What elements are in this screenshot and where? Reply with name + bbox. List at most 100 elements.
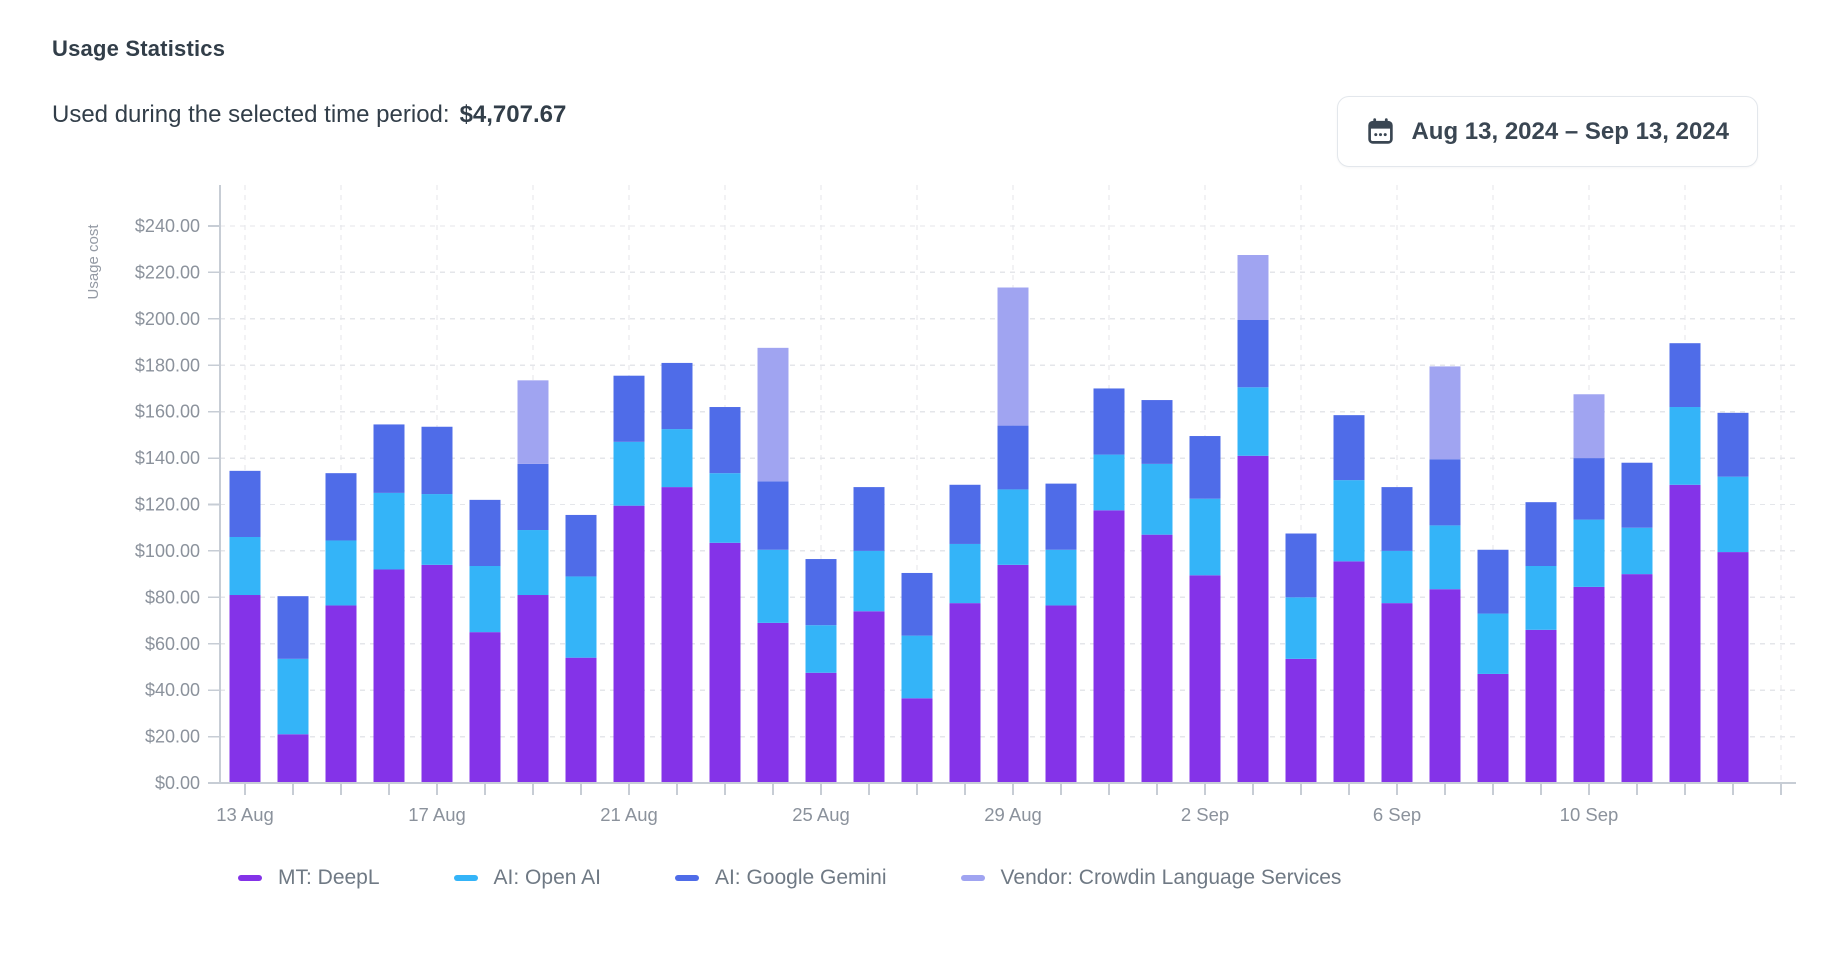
bar-segment[interactable]: 9 Sep — MT: DeepL: $66.00 (1525, 629, 1557, 783)
bar-segment[interactable]: 7 Sep — MT: DeepL: $83.50 (1429, 589, 1461, 783)
bar-segment[interactable]: 31 Aug — AI: Open AI: $24.00 (1093, 454, 1125, 511)
bar-segment[interactable]: 23 Aug — MT: DeepL: $103.50 (709, 542, 741, 783)
bar-segment[interactable]: 5 Sep — AI: Open AI: $35.00 (1333, 480, 1365, 562)
bar-segment[interactable]: 17 Aug — AI: Google Gemini: $29.00 (421, 426, 453, 495)
bar-segment[interactable]: 10 Sep — AI: Open AI: $29.00 (1573, 519, 1605, 587)
bar-segment[interactable]: 17 Aug — AI: Open AI: $30.50 (421, 494, 453, 565)
bar-segment[interactable]: 13 Aug — AI: Google Gemini: $28.50 (229, 470, 261, 537)
bar-segment[interactable]: 21 Aug — AI: Open AI: $27.50 (613, 441, 645, 506)
bar-segment[interactable]: 24 Aug — Vendor: Crowdin Language Servic… (757, 347, 789, 482)
bar-segment[interactable]: 19 Aug — AI: Google Gemini: $28.50 (517, 463, 549, 531)
bar-segment[interactable]: 13 Sep — AI: Open AI: $32.50 (1717, 476, 1749, 553)
bar-segment[interactable]: 30 Aug — MT: DeepL: $76.50 (1045, 605, 1077, 783)
bar-segment[interactable]: 21 Aug — MT: DeepL: $119.50 (613, 505, 645, 783)
bar-segment[interactable]: 24 Aug — AI: Open AI: $31.50 (757, 549, 789, 623)
bar-segment[interactable]: 18 Aug — AI: Google Gemini: $28.50 (469, 499, 501, 567)
bar-segment[interactable]: 29 Aug — Vendor: Crowdin Language Servic… (997, 287, 1029, 426)
bar-segment[interactable]: 27 Aug — AI: Open AI: $27.00 (901, 635, 933, 699)
bar-segment[interactable]: 11 Sep — MT: DeepL: $90.00 (1621, 574, 1653, 783)
bar-segment[interactable]: 6 Sep — AI: Open AI: $22.50 (1381, 550, 1413, 604)
bar-segment[interactable]: 20 Aug — AI: Google Gemini: $26.50 (565, 514, 597, 577)
bar-segment[interactable]: 12 Sep — MT: DeepL: $128.50 (1669, 484, 1701, 783)
bar-segment[interactable]: 6 Sep — MT: DeepL: $77.50 (1381, 603, 1413, 783)
bar-segment[interactable]: 27 Aug — MT: DeepL: $36.50 (901, 698, 933, 783)
bar-segment[interactable]: 30 Aug — AI: Open AI: $24.00 (1045, 549, 1077, 606)
bar-segment[interactable]: 9 Sep — AI: Google Gemini: $27.50 (1525, 502, 1557, 567)
bar-segment[interactable]: 4 Sep — MT: DeepL: $53.50 (1285, 658, 1317, 783)
bar-segment[interactable]: 28 Aug — AI: Google Gemini: $25.50 (949, 484, 981, 544)
bar-segment[interactable]: 23 Aug — AI: Google Gemini: $28.50 (709, 407, 741, 474)
legend-item-vendor-crowdin-language-services[interactable]: Vendor: Crowdin Language Services (960, 866, 1341, 890)
bar-segment[interactable]: 25 Aug — MT: DeepL: $47.50 (805, 672, 837, 783)
legend-item-ai-google-gemini[interactable]: AI: Google Gemini (674, 866, 887, 890)
bar-segment[interactable]: 19 Aug — AI: Open AI: $28.00 (517, 530, 549, 596)
bar-segment[interactable]: 5 Sep — MT: DeepL: $95.50 (1333, 561, 1365, 783)
bar-segment[interactable]: 23 Aug — AI: Open AI: $30.00 (709, 473, 741, 543)
legend-item-mt-deepl[interactable]: MT: DeepL (238, 866, 380, 890)
bar-segment[interactable]: 31 Aug — MT: DeepL: $117.50 (1093, 510, 1125, 783)
bar-segment[interactable]: 1 Sep — AI: Google Gemini: $27.50 (1141, 400, 1173, 464)
bar-segment[interactable]: 18 Aug — MT: DeepL: $65.00 (469, 632, 501, 783)
bar-segment[interactable]: 29 Aug — MT: DeepL: $94.00 (997, 564, 1029, 783)
bar-segment[interactable]: 3 Sep — MT: DeepL: $141.00 (1237, 455, 1269, 783)
bar-segment[interactable]: 19 Aug — MT: DeepL: $81.00 (517, 595, 549, 783)
bar-segment[interactable]: 1 Sep — MT: DeepL: $107.00 (1141, 534, 1173, 783)
bar-segment[interactable]: 3 Sep — AI: Google Gemini: $29.00 (1237, 319, 1269, 388)
bar-segment[interactable]: 15 Aug — AI: Open AI: $28.00 (325, 540, 357, 606)
bar-segment[interactable]: 20 Aug — AI: Open AI: $35.00 (565, 576, 597, 658)
bar-segment[interactable]: 30 Aug — AI: Google Gemini: $28.50 (1045, 483, 1077, 550)
bar-segment[interactable]: 8 Sep — AI: Google Gemini: $27.50 (1477, 549, 1509, 614)
bar-segment[interactable]: 24 Aug — MT: DeepL: $69.00 (757, 622, 789, 783)
bar-segment[interactable]: 24 Aug — AI: Google Gemini: $29.50 (757, 481, 789, 550)
bar-segment[interactable]: 16 Aug — AI: Google Gemini: $29.50 (373, 424, 405, 493)
bar-segment[interactable]: 31 Aug — AI: Google Gemini: $28.50 (1093, 388, 1125, 455)
bar-segment[interactable]: 22 Aug — AI: Google Gemini: $28.50 (661, 362, 693, 430)
bar-segment[interactable]: 27 Aug — AI: Google Gemini: $27.00 (901, 572, 933, 636)
bar-segment[interactable]: 13 Sep — AI: Google Gemini: $27.50 (1717, 412, 1749, 477)
bar-segment[interactable]: 26 Aug — MT: DeepL: $74.00 (853, 611, 885, 783)
bar-segment[interactable]: 12 Sep — AI: Google Gemini: $27.50 (1669, 343, 1701, 408)
bar-segment[interactable]: 22 Aug — AI: Open AI: $25.00 (661, 429, 693, 488)
bar-segment[interactable]: 15 Aug — AI: Google Gemini: $29.00 (325, 473, 357, 541)
bar-segment[interactable]: 13 Aug — MT: DeepL: $81.00 (229, 595, 261, 783)
bar-segment[interactable]: 29 Aug — AI: Google Gemini: $27.50 (997, 425, 1029, 490)
bar-segment[interactable]: 15 Aug — MT: DeepL: $76.50 (325, 605, 357, 783)
bar-segment[interactable]: 7 Sep — AI: Open AI: $27.50 (1429, 525, 1461, 590)
bar-segment[interactable]: 16 Aug — MT: DeepL: $92.00 (373, 569, 405, 783)
bar-segment[interactable]: 13 Aug — AI: Open AI: $25.00 (229, 536, 261, 596)
bar-segment[interactable]: 12 Sep — AI: Open AI: $33.50 (1669, 407, 1701, 485)
bar-segment[interactable]: 3 Sep — AI: Open AI: $29.50 (1237, 387, 1269, 456)
bar-segment[interactable]: 9 Sep — AI: Open AI: $27.50 (1525, 566, 1557, 630)
bar-segment[interactable]: 14 Aug — AI: Open AI: $32.50 (277, 658, 309, 735)
bar-segment[interactable]: 28 Aug — AI: Open AI: $25.50 (949, 543, 981, 604)
bar-segment[interactable]: 25 Aug — AI: Google Gemini: $28.50 (805, 559, 837, 626)
bar-segment[interactable]: 3 Sep — Vendor: Crowdin Language Service… (1237, 255, 1269, 320)
bar-segment[interactable]: 10 Sep — MT: DeepL: $84.50 (1573, 586, 1605, 783)
bar-segment[interactable]: 4 Sep — AI: Open AI: $26.50 (1285, 597, 1317, 659)
bar-segment[interactable]: 7 Sep — Vendor: Crowdin Language Service… (1429, 366, 1461, 460)
bar-segment[interactable]: 2 Sep — AI: Open AI: $33.00 (1189, 498, 1221, 576)
bar-segment[interactable]: 8 Sep — AI: Open AI: $26.00 (1477, 613, 1509, 674)
legend-item-ai-open-ai[interactable]: AI: Open AI (453, 866, 601, 890)
bar-segment[interactable]: 2 Sep — MT: DeepL: $89.50 (1189, 575, 1221, 783)
bar-segment[interactable]: 6 Sep — AI: Google Gemini: $27.50 (1381, 487, 1413, 551)
bar-segment[interactable]: 10 Sep — AI: Google Gemini: $26.50 (1573, 458, 1605, 520)
bar-segment[interactable]: 13 Sep — MT: DeepL: $99.50 (1717, 552, 1749, 783)
bar-segment[interactable]: 19 Aug — Vendor: Crowdin Language Servic… (517, 380, 549, 464)
bar-segment[interactable]: 26 Aug — AI: Google Gemini: $27.50 (853, 487, 885, 551)
bar-segment[interactable]: 14 Aug — MT: DeepL: $21.00 (277, 734, 309, 783)
bar-segment[interactable]: 17 Aug — MT: DeepL: $94.00 (421, 564, 453, 783)
bar-segment[interactable]: 22 Aug — MT: DeepL: $127.50 (661, 487, 693, 783)
bar-segment[interactable]: 20 Aug — MT: DeepL: $54.00 (565, 657, 597, 783)
bar-segment[interactable]: 16 Aug — AI: Open AI: $33.00 (373, 492, 405, 570)
bar-segment[interactable]: 18 Aug — AI: Open AI: $28.50 (469, 566, 501, 633)
bar-segment[interactable]: 14 Aug — AI: Google Gemini: $27.00 (277, 596, 309, 659)
bar-segment[interactable]: 8 Sep — MT: DeepL: $47.00 (1477, 673, 1509, 783)
bar-segment[interactable]: 1 Sep — AI: Open AI: $30.50 (1141, 463, 1173, 535)
bar-segment[interactable]: 10 Sep — Vendor: Crowdin Language Servic… (1573, 394, 1605, 459)
bar-segment[interactable]: 2 Sep — AI: Google Gemini: $27.00 (1189, 436, 1221, 499)
bar-segment[interactable]: 7 Sep — AI: Google Gemini: $28.50 (1429, 459, 1461, 526)
date-range-picker[interactable]: Aug 13, 2024 – Sep 13, 2024 (1337, 96, 1758, 167)
bar-segment[interactable]: 11 Sep — AI: Open AI: $20.00 (1621, 527, 1653, 575)
bar-segment[interactable]: 4 Sep — AI: Google Gemini: $27.50 (1285, 533, 1317, 598)
